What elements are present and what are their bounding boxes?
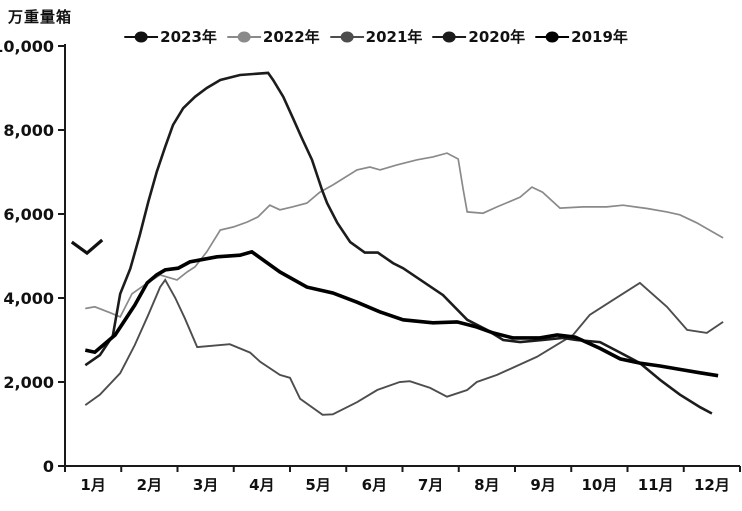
y-tick-label: 2,000	[3, 373, 54, 392]
legend-item-2020: 2020年	[432, 26, 525, 47]
legend-label: 2021年	[365, 28, 423, 46]
legend-marker-icon	[124, 31, 159, 42]
legend-marker-icon	[226, 31, 261, 42]
legend-label: 2023年	[160, 28, 217, 46]
legend-item-2023: 2023年	[124, 26, 217, 47]
axes	[64, 44, 740, 467]
series-line-2023	[70, 238, 104, 256]
x-tick-label: 5月	[305, 476, 330, 494]
y-tick-label: 4,000	[3, 289, 54, 308]
legend-item-2021: 2021年	[329, 26, 423, 47]
y-tick-label: 10,000	[0, 37, 54, 56]
y-axis-unit-label: 万重量箱	[8, 8, 73, 26]
x-tick-label: 2月	[137, 476, 162, 494]
y-tick-label: 8,000	[3, 121, 54, 140]
legend-marker-icon	[329, 31, 364, 42]
x-tick-label: 8月	[474, 476, 499, 494]
y-tick-label: 6,000	[3, 205, 54, 224]
legend-label: 2020年	[468, 28, 526, 46]
series-line-2019	[84, 249, 719, 378]
x-tick-label: 10月	[581, 476, 617, 494]
x-tick-label: 12月	[694, 476, 730, 494]
legend-label: 2019年	[571, 28, 628, 46]
y-tick-label: 0	[43, 457, 54, 476]
x-tick-label: 9月	[530, 476, 555, 494]
legend-item-2022: 2022年	[226, 26, 320, 47]
series-line-2021	[84, 278, 724, 416]
legend-item-2019: 2019年	[535, 26, 628, 47]
series-line-2022	[85, 152, 724, 318]
chart-legend: 2023年 2022年 2021年 2020年 2019年	[124, 26, 628, 47]
legend-marker-icon	[535, 31, 570, 42]
legend-marker-icon	[432, 31, 467, 42]
x-tick-label: 11月	[638, 476, 674, 494]
x-tick-label: 1月	[80, 476, 105, 494]
x-tick-label: 7月	[418, 476, 443, 494]
x-tick-label: 4月	[249, 476, 274, 494]
legend-label: 2022年	[262, 28, 320, 46]
x-tick-label: 6月	[362, 476, 387, 494]
series-line-2020	[84, 71, 713, 415]
x-tick-label: 3月	[193, 476, 218, 494]
